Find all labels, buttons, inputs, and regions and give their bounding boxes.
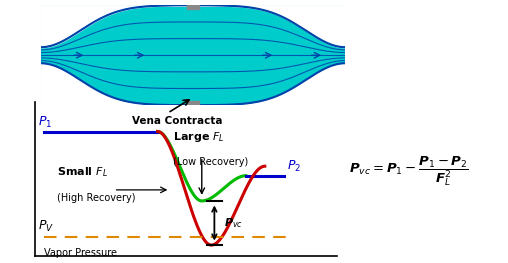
Text: (High Recovery): (High Recovery) (57, 193, 136, 203)
Bar (187, 5, 199, 9)
Text: $P_2$: $P_2$ (287, 159, 301, 174)
Text: Small $F_L$: Small $F_L$ (57, 165, 108, 179)
Text: (Low Recovery): (Low Recovery) (173, 157, 249, 167)
Text: $\boldsymbol{P}_{vc} = \boldsymbol{P}_1 - \dfrac{\boldsymbol{P}_1 - \boldsymbol{: $\boldsymbol{P}_{vc} = \boldsymbol{P}_1 … (348, 154, 468, 188)
Text: $P_1$: $P_1$ (38, 115, 52, 130)
Text: $P_V$: $P_V$ (38, 219, 54, 234)
Bar (187, 101, 199, 105)
Text: Vena Contracta: Vena Contracta (132, 116, 223, 126)
Text: Large $F_L$: Large $F_L$ (173, 130, 225, 144)
Text: $\boldsymbol{P}_{vc}$: $\boldsymbol{P}_{vc}$ (224, 216, 243, 230)
Text: Vapor Pressure: Vapor Pressure (44, 248, 117, 258)
